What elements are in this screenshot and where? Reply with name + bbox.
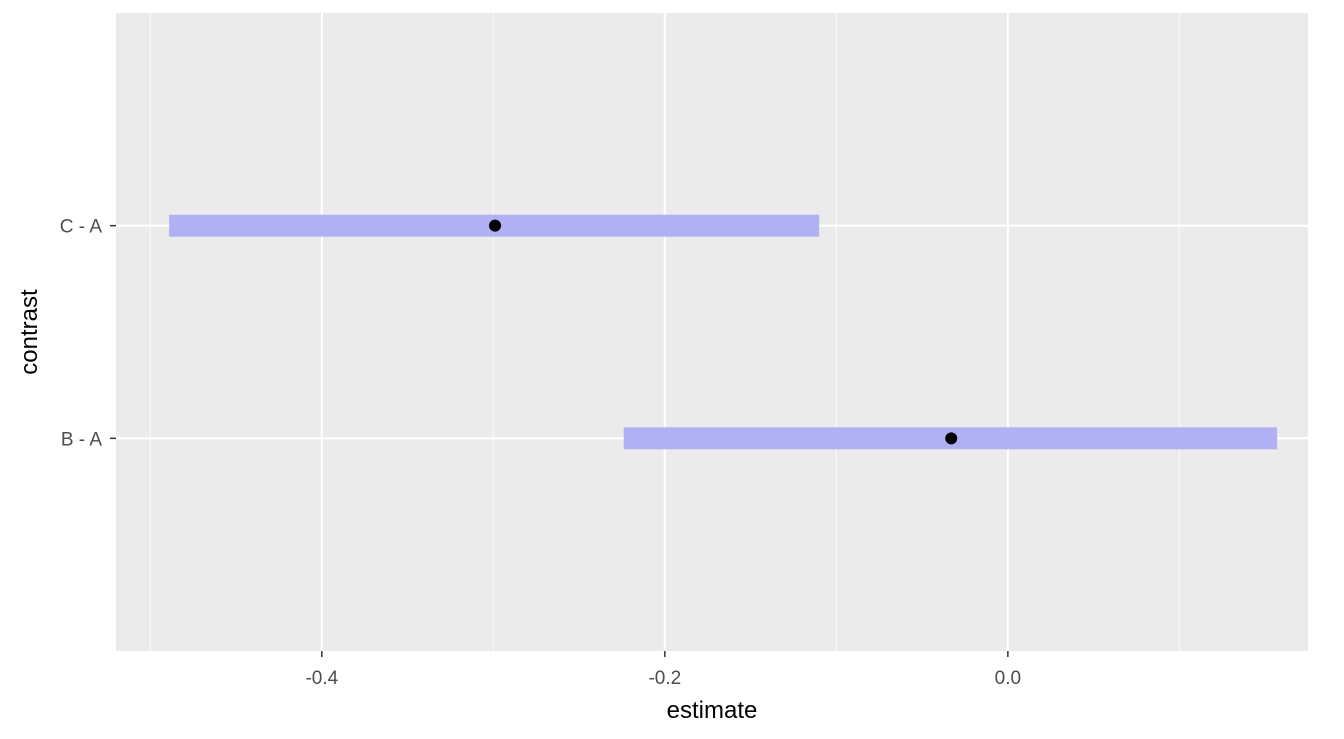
x-axis-title: estimate [667,697,758,724]
minor-gridlines [149,13,1180,651]
x-axis: -0.4 -0.2 0.0 [305,651,1021,689]
y-tick-label: B - A [61,429,103,450]
y-tick-label: C - A [60,217,103,238]
estimate-points [489,219,958,445]
panel-background [116,13,1308,651]
estimate-point [945,432,958,445]
x-tick-label: -0.4 [305,668,338,689]
y-axis-title: contrast [16,289,43,375]
x-tick-label: 0.0 [995,668,1021,689]
estimate-point [489,219,502,232]
x-tick-label: -0.2 [648,668,681,689]
y-axis: B - A C - A [60,217,116,450]
